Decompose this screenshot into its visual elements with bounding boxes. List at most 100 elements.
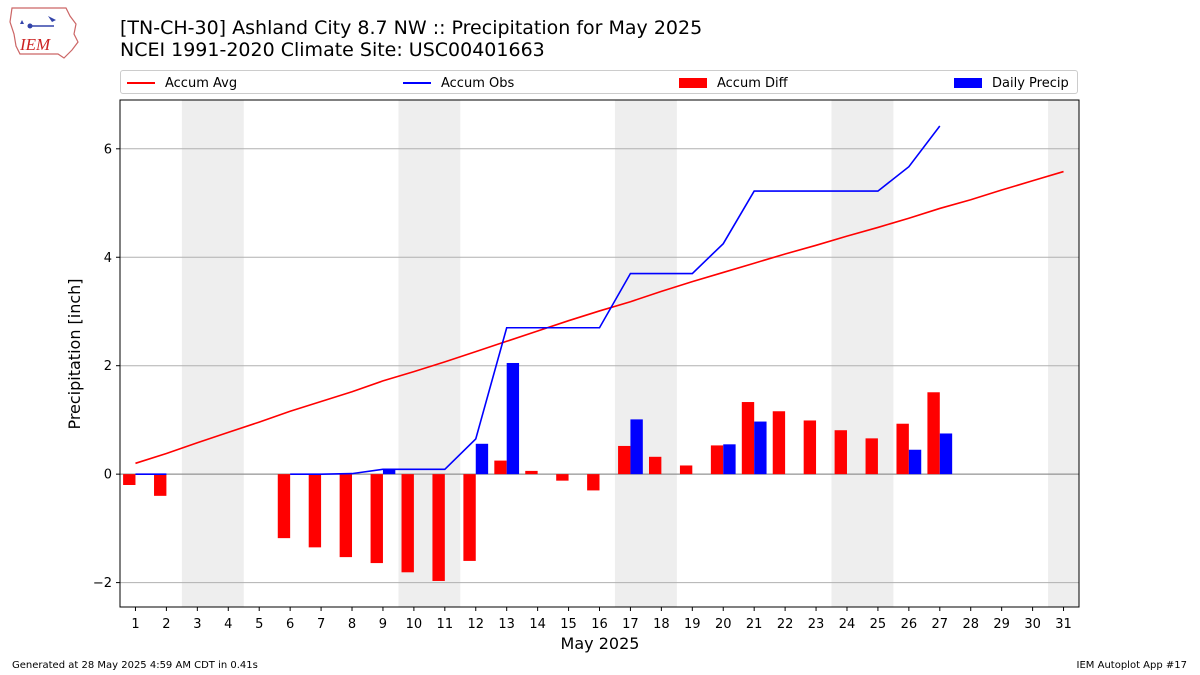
footer-generated: Generated at 28 May 2025 4:59 AM CDT in … <box>12 660 258 671</box>
accum-diff-bar-day-12 <box>463 474 476 561</box>
x-tick-label-8: 8 <box>348 617 356 632</box>
x-tick-label-2: 2 <box>162 617 170 632</box>
accum-diff-bar-day-18 <box>648 456 662 475</box>
x-tick-label-24: 24 <box>839 617 856 632</box>
legend-swatch-accum-obs <box>403 82 431 84</box>
x-tick-label-21: 21 <box>746 617 763 632</box>
y-axis-ticks: −2 0 2 4 6 <box>93 142 120 591</box>
x-tick-label-4: 4 <box>224 617 232 632</box>
accum-diff-bar-day-16 <box>587 474 600 491</box>
y-gridlines <box>120 148 1079 584</box>
accum-diff-bar-day-7 <box>308 474 322 548</box>
x-tick-label-27: 27 <box>932 617 949 632</box>
accum-diff-bar-day-25 <box>865 438 878 475</box>
accum-diff-bar-day-17 <box>618 445 631 475</box>
x-tick-label-3: 3 <box>193 617 201 632</box>
x-axis-label: May 2025 <box>561 634 640 653</box>
iem-logo-text: IEM <box>19 35 51 54</box>
legend-swatch-daily-precip <box>954 78 982 88</box>
x-tick-label-17: 17 <box>622 617 639 632</box>
x-tick-label-6: 6 <box>286 617 294 632</box>
iem-logo: IEM <box>9 7 79 59</box>
x-tick-label-12: 12 <box>467 617 484 632</box>
x-tick-label-26: 26 <box>901 617 918 632</box>
x-tick-label-20: 20 <box>715 617 732 632</box>
accum-diff-bar-day-13 <box>494 460 507 475</box>
legend-swatch-accum-avg <box>127 82 155 84</box>
plot-frame <box>119 99 1080 608</box>
x-tick-label-30: 30 <box>1024 617 1041 632</box>
accum-diff-bar-day-20 <box>710 445 724 475</box>
accum-obs-line-segment-1 <box>290 125 941 475</box>
daily-precip-bar-day-13 <box>506 362 520 475</box>
x-tick-label-19: 19 <box>684 617 701 632</box>
accum-diff-bar-day-24 <box>834 430 847 475</box>
accum-diff-bar-day-11 <box>432 474 445 581</box>
accum-diff-bar-day-21 <box>741 402 755 475</box>
accum-diff-bar-day-26 <box>896 423 909 475</box>
y-tick-label-6: 6 <box>104 142 112 157</box>
legend-label-accum-avg: Accum Avg <box>165 75 238 91</box>
accum-diff-bar-day-15 <box>556 474 569 481</box>
daily-precip-bar-day-20 <box>723 444 736 475</box>
legend-swatch-accum-diff <box>679 78 707 88</box>
daily-precip-bar-day-9 <box>382 469 396 475</box>
x-tick-label-28: 28 <box>962 617 979 632</box>
x-tick-label-14: 14 <box>529 617 546 632</box>
accum-diff-bar-day-6 <box>277 474 291 539</box>
daily-precip-bar-day-21 <box>754 421 767 475</box>
accum-diff-bar-day-9 <box>370 474 383 564</box>
accum-diff-bar-day-23 <box>803 420 817 475</box>
x-tick-label-18: 18 <box>653 617 670 632</box>
y-tick-label-2: 2 <box>104 359 112 374</box>
legend-label-daily-precip: Daily Precip <box>992 75 1069 91</box>
x-tick-label-5: 5 <box>255 617 263 632</box>
accum-diff-bars <box>123 392 940 581</box>
x-tick-label-16: 16 <box>591 617 608 632</box>
weekend-band-4 <box>1048 100 1079 607</box>
x-tick-label-11: 11 <box>437 617 454 632</box>
chart-title: [TN-CH-30] Ashland City 8.7 NW :: Precip… <box>120 17 703 39</box>
accum-diff-bar-day-2 <box>154 474 167 496</box>
x-tick-label-15: 15 <box>560 617 577 632</box>
accum-diff-bar-day-19 <box>679 465 693 475</box>
daily-precip-bar-day-26 <box>908 449 922 475</box>
legend-item-accum-diff: Accum Diff <box>679 74 788 92</box>
daily-precip-bar-day-12 <box>475 443 489 475</box>
x-axis-ticks: 1 2 3 4 5 6 7 8 9 10 11 12 13 14 15 16 17 18 19 20 21 22 23 24 2… <box>131 607 1072 632</box>
legend-item-accum-obs: Accum Obs <box>403 74 514 92</box>
x-tick-label-7: 7 <box>317 617 325 632</box>
y-tick-label-4: 4 <box>104 251 112 266</box>
chart-legend: Accum Avg Accum Obs Accum Diff Daily Pre… <box>120 70 1078 94</box>
y-axis-label: Precipitation [inch] <box>65 278 84 429</box>
y-tick-label-0: 0 <box>104 468 112 483</box>
weekend-band-3 <box>831 100 894 607</box>
accum-lines <box>135 125 1064 475</box>
weekend-band-0 <box>181 100 244 607</box>
accum-diff-bar-day-14 <box>525 470 538 475</box>
x-tick-label-23: 23 <box>808 617 825 632</box>
y-tick-label--2: −2 <box>93 576 112 591</box>
accum-diff-bar-day-10 <box>401 474 414 573</box>
accum-diff-bar-day-27 <box>927 392 940 475</box>
weekend-shading <box>181 100 1079 607</box>
x-tick-label-9: 9 <box>379 617 387 632</box>
x-tick-label-13: 13 <box>498 617 515 632</box>
x-tick-label-1: 1 <box>131 617 139 632</box>
accum-diff-bar-day-22 <box>772 411 786 475</box>
x-tick-label-22: 22 <box>777 617 794 632</box>
legend-item-daily-precip: Daily Precip <box>954 74 1069 92</box>
legend-label-accum-diff: Accum Diff <box>717 75 788 91</box>
legend-label-accum-obs: Accum Obs <box>441 75 515 91</box>
footer-app: IEM Autoplot App #17 <box>1076 660 1187 671</box>
legend-item-accum-avg: Accum Avg <box>127 74 237 92</box>
x-tick-label-10: 10 <box>406 617 423 632</box>
x-tick-label-29: 29 <box>993 617 1010 632</box>
chart-subtitle: NCEI 1991-2020 Climate Site: USC00401663 <box>120 39 545 61</box>
daily-precip-bar-day-27 <box>939 433 953 475</box>
weekend-band-2 <box>614 100 677 607</box>
accum-diff-bar-day-1 <box>123 474 136 485</box>
x-tick-label-31: 31 <box>1055 617 1072 632</box>
daily-precip-bar-day-17 <box>630 419 643 475</box>
